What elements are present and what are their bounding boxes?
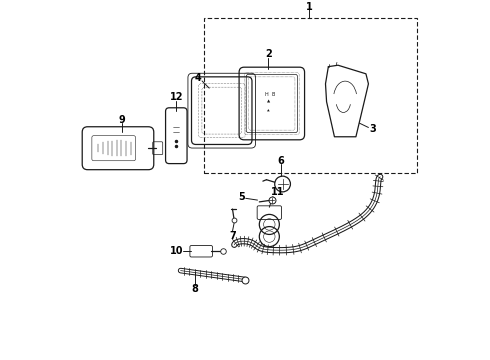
Text: 5: 5 bbox=[238, 192, 245, 202]
Text: 12: 12 bbox=[170, 92, 183, 102]
Text: 6: 6 bbox=[277, 156, 284, 166]
Text: 1: 1 bbox=[306, 2, 313, 12]
Text: 9: 9 bbox=[118, 115, 125, 125]
Text: ▲: ▲ bbox=[267, 100, 270, 104]
Text: B: B bbox=[272, 92, 275, 97]
Text: 3: 3 bbox=[369, 124, 376, 134]
Text: 11: 11 bbox=[270, 187, 284, 197]
Text: 4: 4 bbox=[195, 73, 201, 84]
Text: 10: 10 bbox=[170, 246, 184, 256]
Text: H: H bbox=[265, 92, 269, 97]
Text: 2: 2 bbox=[265, 49, 271, 59]
Text: ▲: ▲ bbox=[267, 109, 270, 113]
Text: 8: 8 bbox=[192, 284, 198, 294]
Text: 7: 7 bbox=[229, 230, 236, 240]
Bar bbox=[204, 18, 416, 173]
